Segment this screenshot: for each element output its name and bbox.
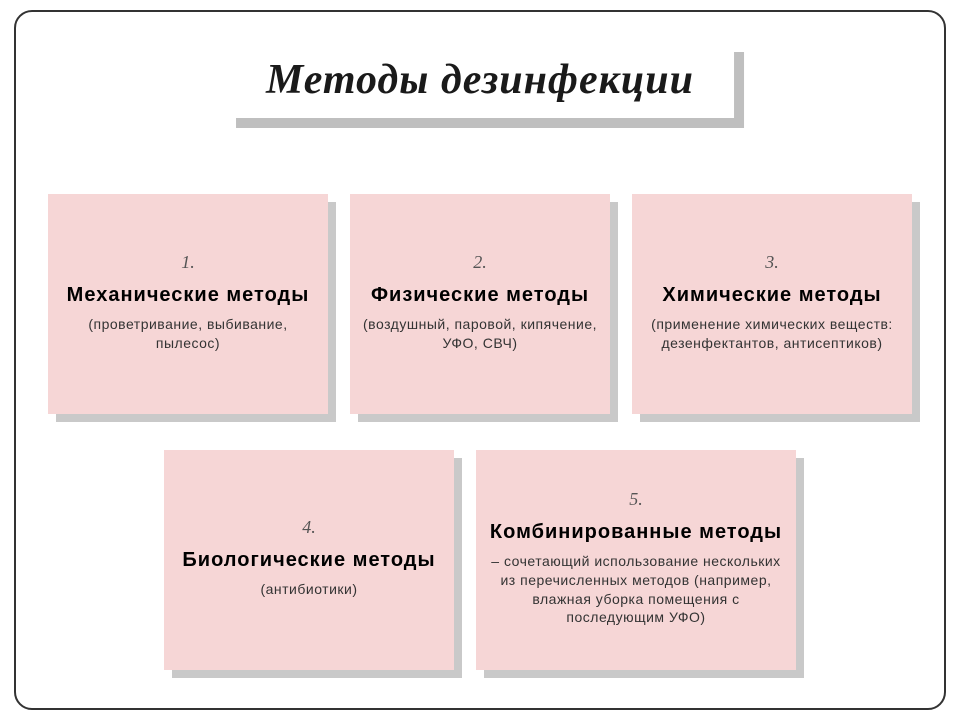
card-body: 5. Комбинированные методы – сочетающий и… <box>476 450 796 670</box>
card-body: 4. Биологические методы (антибиотики) <box>164 450 454 670</box>
card-title: Химические методы <box>644 279 900 311</box>
card-desc: (проветривание, выбивание, пылесос) <box>60 315 316 353</box>
card-number: 1. <box>60 252 316 273</box>
card-5: 5. Комбинированные методы – сочетающий и… <box>476 450 796 670</box>
card-desc: – сочетающий использование нескольких из… <box>488 552 784 628</box>
card-title: Физические методы <box>362 279 598 311</box>
card-title: Биологические методы <box>176 544 442 576</box>
card-desc: (применение химических веществ: дезенфек… <box>644 315 900 353</box>
card-body: 2. Физические методы (воздушный, паровой… <box>350 194 610 414</box>
card-title: Механические методы <box>60 279 316 311</box>
card-number: 4. <box>176 517 442 538</box>
card-number: 3. <box>644 252 900 273</box>
card-body: 3. Химические методы (применение химичес… <box>632 194 912 414</box>
card-4: 4. Биологические методы (антибиотики) <box>164 450 454 670</box>
slide-frame: Методы дезинфекции 1. Механические метод… <box>14 10 946 710</box>
card-number: 5. <box>488 489 784 510</box>
card-body: 1. Механические методы (проветривание, в… <box>48 194 328 414</box>
card-2: 2. Физические методы (воздушный, паровой… <box>350 194 610 414</box>
card-3: 3. Химические методы (применение химичес… <box>632 194 912 414</box>
card-desc: (воздушный, паровой, кипячение, УФО, СВЧ… <box>362 315 598 353</box>
card-title: Комбинированные методы <box>488 516 784 548</box>
cards-row-2: 4. Биологические методы (антибиотики) 5.… <box>16 450 944 670</box>
cards-row-1: 1. Механические методы (проветривание, в… <box>16 194 944 414</box>
card-number: 2. <box>362 252 598 273</box>
page-title: Методы дезинфекции <box>266 57 694 103</box>
card-desc: (антибиотики) <box>176 580 442 599</box>
card-1: 1. Механические методы (проветривание, в… <box>48 194 328 414</box>
title-container: Методы дезинфекции <box>226 42 734 118</box>
title-box: Методы дезинфекции <box>226 42 734 118</box>
